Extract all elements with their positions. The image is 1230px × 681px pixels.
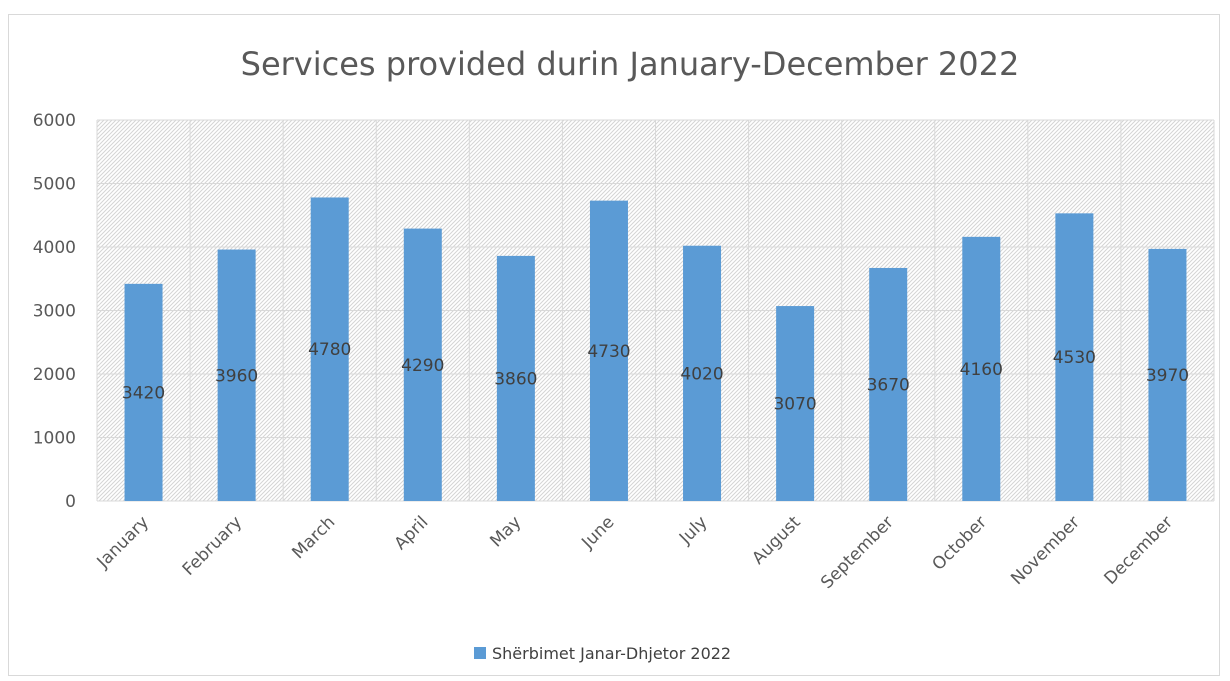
bar [962, 236, 1001, 501]
bar [589, 200, 628, 501]
x-tick-label: June [577, 512, 618, 553]
y-tick-label: 0 [65, 492, 76, 512]
bar [1055, 213, 1094, 501]
bar [776, 306, 815, 501]
x-tick-label: August [748, 512, 804, 568]
x-tick-label: February [179, 512, 246, 579]
x-tick-label: December [1101, 512, 1177, 588]
y-tick-label: 1000 [33, 429, 76, 449]
bars [124, 197, 1187, 501]
legend: Shërbimet Janar-Dhjetor 2022 [474, 644, 731, 663]
bar [1148, 248, 1187, 501]
chart-title: Services provided durin January-December… [241, 45, 1020, 83]
x-tick-label: March [288, 512, 339, 563]
y-tick-label: 2000 [33, 365, 76, 385]
gridlines [96, 119, 1215, 502]
data-label: 4290 [401, 356, 444, 376]
bar [496, 255, 535, 501]
data-label: 3420 [122, 383, 165, 403]
x-tick-label: November [1007, 512, 1084, 589]
bar [217, 249, 256, 501]
x-tick-label: January [93, 512, 153, 572]
data-label: 4530 [1053, 348, 1096, 368]
data-label: 4020 [680, 364, 723, 384]
data-label: 4730 [587, 342, 630, 362]
data-label: 3070 [773, 395, 816, 415]
data-label: 4780 [308, 340, 351, 360]
x-tick-label: May [486, 512, 525, 551]
x-tick-label: July [675, 512, 711, 548]
y-tick-label: 6000 [33, 111, 76, 131]
bar [869, 267, 908, 501]
bar [683, 245, 722, 501]
y-tick-label: 5000 [33, 175, 76, 195]
data-label: 4160 [960, 360, 1003, 380]
bar [124, 283, 163, 501]
x-axis-labels: January February March April May June July Augu… [93, 512, 1177, 593]
x-tick-label: April [391, 512, 433, 554]
y-axis-labels: 0 1000 2000 3000 4000 5000 6000 [33, 111, 76, 512]
y-tick-label: 3000 [33, 302, 76, 322]
legend-label: Shërbimet Janar-Dhjetor 2022 [492, 644, 731, 663]
data-labels: 3420 3960 4780 4290 3860 4730 4020 3070 3670 4160… [122, 340, 1189, 414]
data-label: 3860 [494, 369, 537, 389]
data-label: 3960 [215, 366, 258, 386]
legend-swatch [474, 647, 486, 659]
x-tick-label: October [929, 512, 991, 574]
data-label: 3670 [867, 375, 910, 395]
x-tick-label: September [817, 512, 898, 593]
data-label: 3970 [1146, 366, 1189, 386]
y-tick-label: 4000 [33, 238, 76, 258]
bar [403, 228, 442, 501]
bar [310, 197, 349, 501]
